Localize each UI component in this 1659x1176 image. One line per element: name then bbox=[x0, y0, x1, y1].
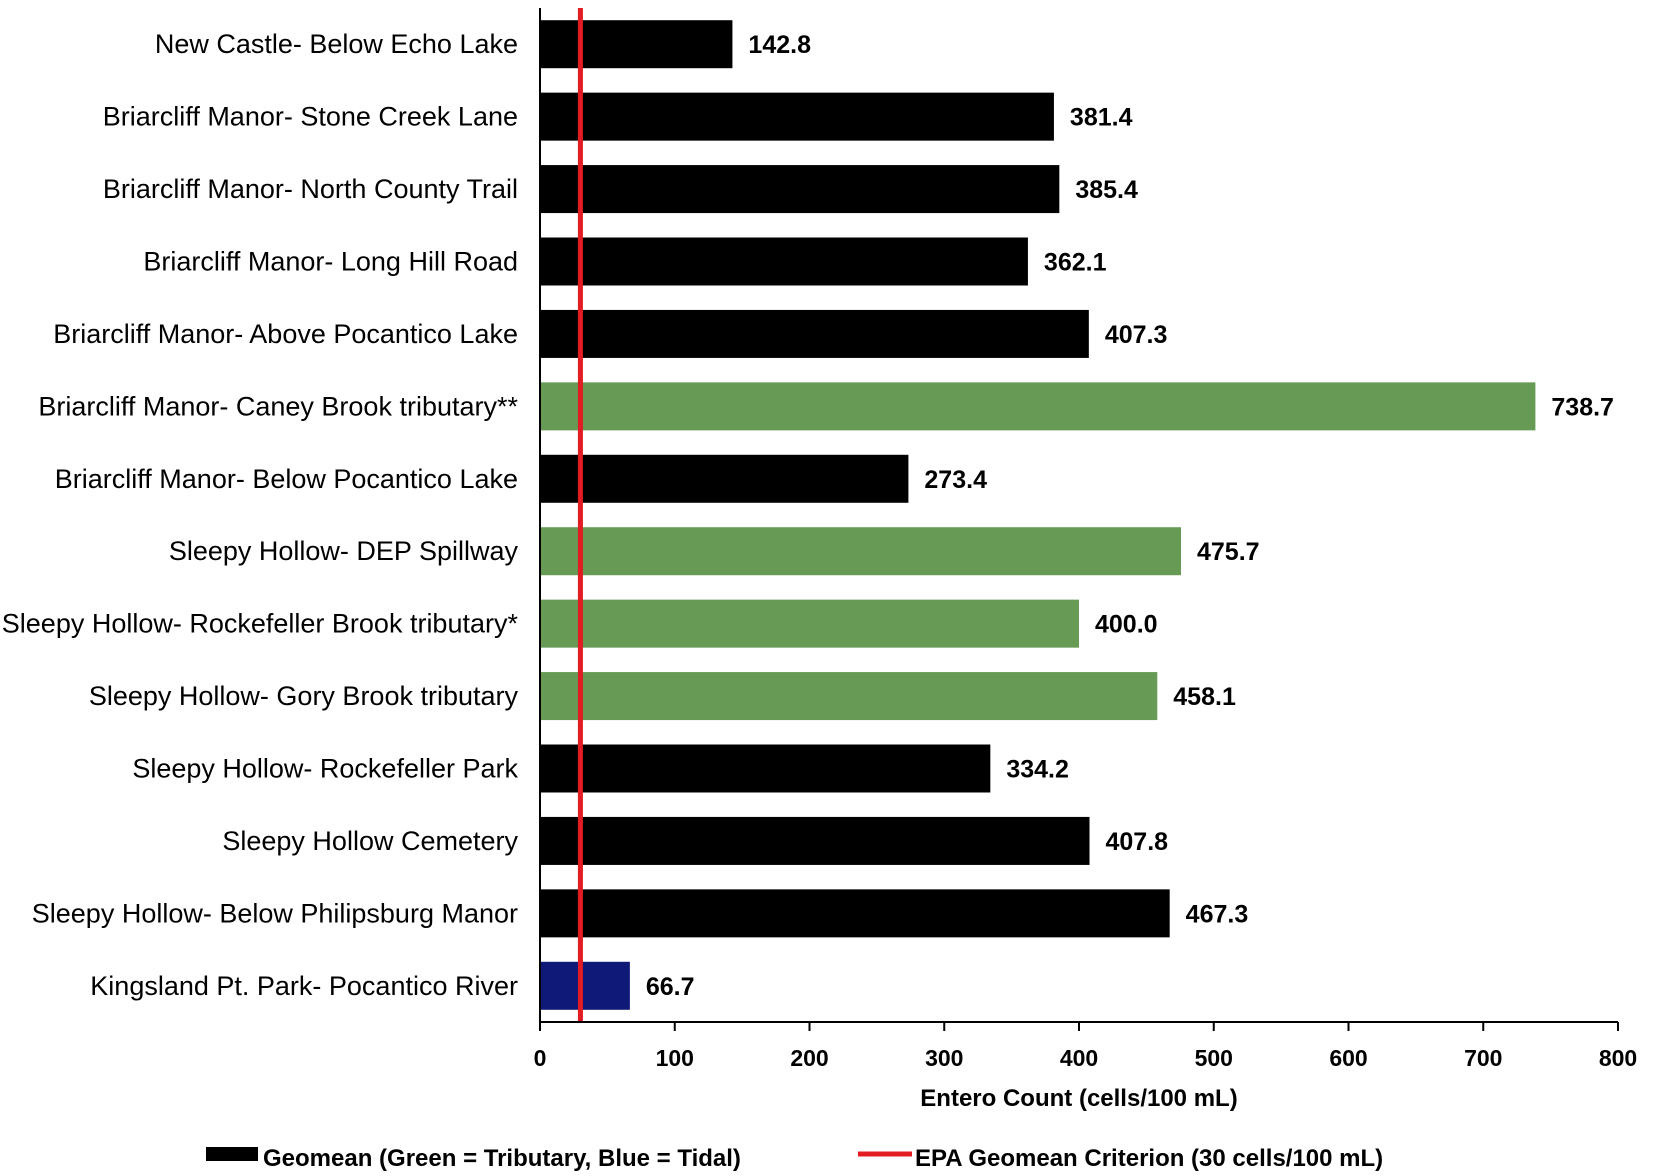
category-label: Briarcliff Manor- Caney Brook tributary*… bbox=[38, 391, 518, 421]
category-label: Sleepy Hollow- Rockefeller Brook tributa… bbox=[2, 609, 519, 639]
legend: Geomean (Green = Tributary, Blue = Tidal… bbox=[206, 1145, 1383, 1172]
x-ticks-group: 0 100 200 300 400 500 600 700 800 bbox=[534, 1022, 1637, 1071]
value-label: 738.7 bbox=[1551, 393, 1614, 421]
category-labels-group: New Castle- Below Echo Lake Briarcliff Ma… bbox=[2, 29, 519, 1001]
bar bbox=[540, 744, 991, 793]
category-label: Briarcliff Manor- Long Hill Road bbox=[143, 247, 518, 277]
value-label: 381.4 bbox=[1070, 104, 1133, 132]
x-tick-label: 800 bbox=[1599, 1045, 1637, 1071]
bar bbox=[540, 889, 1170, 938]
bar bbox=[540, 454, 909, 503]
legend-label-geomean: Geomean (Green = Tributary, Blue = Tidal… bbox=[263, 1145, 741, 1172]
x-tick-label: 400 bbox=[1060, 1045, 1098, 1071]
x-tick-label: 0 bbox=[534, 1045, 547, 1071]
category-label: Sleepy Hollow- Gory Brook tributary bbox=[89, 681, 519, 711]
value-label: 407.3 bbox=[1105, 321, 1168, 349]
bar bbox=[540, 165, 1060, 214]
value-labels-group: 142.8 381.4 385.4 362.1 407.3 738.7 273.4 475.7… bbox=[646, 31, 1614, 1001]
category-label: Sleepy Hollow Cemetery bbox=[222, 826, 518, 856]
x-tick-label: 600 bbox=[1329, 1045, 1367, 1071]
value-label: 66.7 bbox=[646, 973, 695, 1001]
value-label: 362.1 bbox=[1044, 249, 1107, 277]
x-tick-label: 700 bbox=[1464, 1045, 1502, 1071]
value-label: 467.3 bbox=[1186, 900, 1249, 928]
value-label: 385.4 bbox=[1075, 176, 1138, 204]
x-tick-label: 100 bbox=[656, 1045, 694, 1071]
x-axis-title: Entero Count (cells/100 mL) bbox=[920, 1085, 1237, 1112]
value-label: 458.1 bbox=[1173, 683, 1236, 711]
bar bbox=[540, 961, 630, 1010]
bar bbox=[540, 237, 1028, 286]
category-label: Kingsland Pt. Park- Pocantico River bbox=[90, 971, 518, 1001]
bar bbox=[540, 92, 1054, 141]
value-label: 475.7 bbox=[1197, 538, 1260, 566]
bar bbox=[540, 527, 1182, 576]
x-tick-label: 200 bbox=[790, 1045, 828, 1071]
category-label: Briarcliff Manor- Below Pocantico Lake bbox=[55, 464, 518, 494]
value-label: 142.8 bbox=[748, 31, 811, 59]
value-label: 273.4 bbox=[924, 466, 987, 494]
category-label: Sleepy Hollow- DEP Spillway bbox=[169, 536, 519, 566]
bar bbox=[540, 599, 1079, 648]
category-label: Sleepy Hollow- Rockefeller Park bbox=[132, 754, 518, 784]
bar bbox=[540, 309, 1089, 358]
axes-group bbox=[539, 8, 1618, 1023]
x-tick-label: 300 bbox=[925, 1045, 963, 1071]
bar bbox=[540, 20, 733, 69]
category-label: Briarcliff Manor- Above Pocantico Lake bbox=[53, 319, 518, 349]
category-label: New Castle- Below Echo Lake bbox=[155, 29, 518, 59]
legend-swatch-bar bbox=[206, 1147, 258, 1161]
category-label: Briarcliff Manor- Stone Creek Lane bbox=[103, 102, 518, 132]
value-label: 407.8 bbox=[1106, 828, 1169, 856]
bar bbox=[540, 672, 1158, 721]
x-tick-label: 500 bbox=[1195, 1045, 1233, 1071]
value-label: 400.0 bbox=[1095, 611, 1158, 639]
bar bbox=[540, 382, 1536, 431]
legend-label-criterion: EPA Geomean Criterion (30 cells/100 mL) bbox=[915, 1145, 1383, 1172]
value-label: 334.2 bbox=[1006, 756, 1069, 784]
category-label: Briarcliff Manor- North County Trail bbox=[103, 174, 518, 204]
bar bbox=[540, 816, 1090, 865]
bars-group bbox=[540, 20, 1536, 1010]
category-label: Sleepy Hollow- Below Philipsburg Manor bbox=[32, 898, 518, 928]
